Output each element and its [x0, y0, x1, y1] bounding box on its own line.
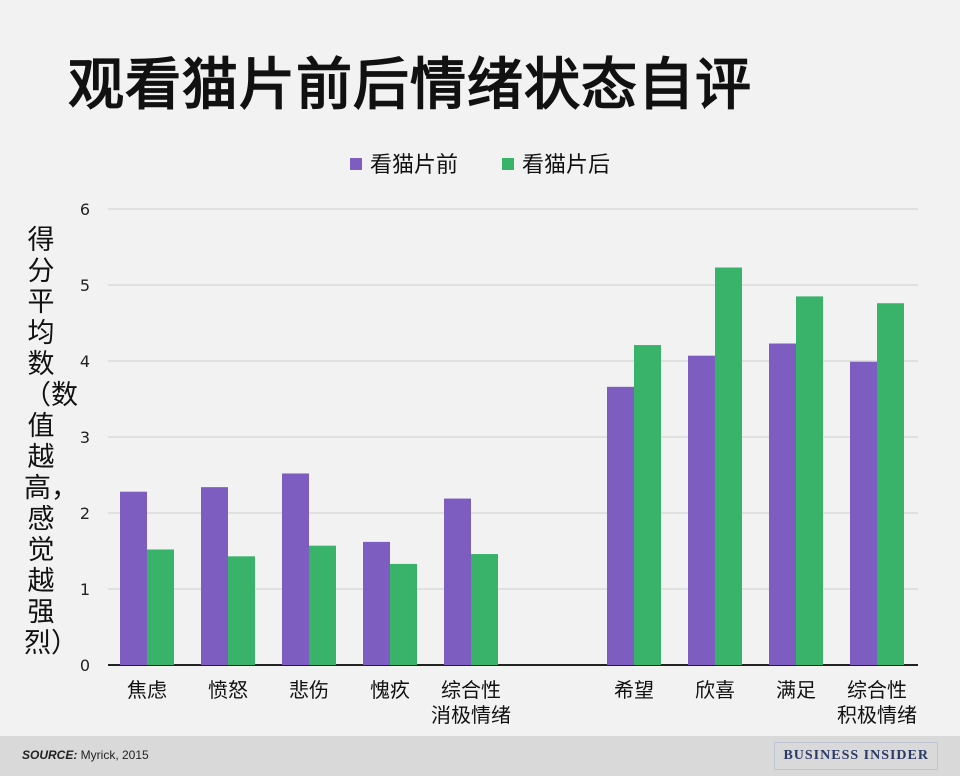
x-tick-label: 希望: [614, 678, 654, 702]
legend-swatch: [350, 158, 362, 170]
x-tick-label: 满足: [776, 678, 816, 702]
footer: SOURCE: Myrick, 2015 BUSINESS INSIDER: [0, 736, 960, 776]
brand-logo: BUSINESS INSIDER: [774, 742, 938, 770]
y-tick-labels: 0 1 2 3 4 5 6: [80, 200, 90, 675]
bar-before: [282, 473, 309, 665]
bar-before: [607, 386, 634, 665]
legend: 看猫片前 看猫片后: [350, 153, 610, 178]
legend-swatch: [502, 158, 514, 170]
x-tick-label: 悲伤: [289, 678, 329, 702]
legend-label: 看猫片前: [370, 153, 458, 178]
x-tick-label: 焦虑: [127, 678, 167, 702]
x-tick-label: 积极情绪: [837, 703, 917, 727]
source-label: SOURCE:: [22, 748, 78, 762]
x-tick-label: 综合性: [847, 678, 907, 702]
source-note: SOURCE: Myrick, 2015: [22, 748, 149, 762]
y-tick-label: 2: [80, 504, 90, 523]
bar-after: [877, 303, 904, 665]
bars: [120, 267, 904, 665]
y-tick-label: 3: [80, 428, 90, 447]
bar-before: [688, 355, 715, 665]
bar-after: [715, 267, 742, 665]
x-tick-label: 综合性: [441, 678, 501, 702]
source-text: Myrick, 2015: [77, 748, 149, 762]
bar-after: [796, 296, 823, 665]
bar-after: [147, 549, 174, 665]
bar-after: [390, 563, 417, 665]
x-tick-label: 愤怒: [208, 678, 248, 702]
x-tick-label: 消极情绪: [431, 703, 511, 727]
legend-label: 看猫片后: [522, 153, 610, 178]
bar-before: [444, 498, 471, 665]
bar-before: [363, 541, 390, 665]
x-tick-label: 欣喜: [695, 678, 735, 702]
bar-before: [120, 491, 147, 665]
bar-before: [769, 343, 796, 665]
y-tick-label: 1: [80, 580, 90, 599]
chart-title: 观看猫片前后情绪状态自评: [68, 53, 752, 118]
bar-after: [471, 554, 498, 665]
y-tick-label: 6: [80, 200, 90, 219]
y-tick-label: 0: [80, 656, 90, 675]
x-tick-label: 愧疚: [370, 678, 410, 702]
bar-after: [309, 545, 336, 665]
bar-before: [201, 487, 228, 665]
y-tick-label: 4: [80, 352, 90, 371]
y-tick-label: 5: [80, 276, 90, 295]
bar-after: [634, 345, 661, 665]
bar-after: [228, 556, 255, 665]
bar-before: [850, 361, 877, 665]
